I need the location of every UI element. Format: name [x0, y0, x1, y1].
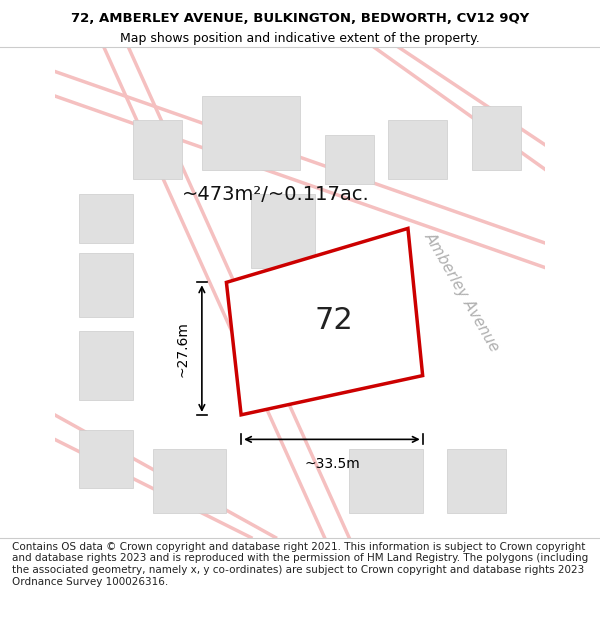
Polygon shape: [79, 194, 133, 243]
Polygon shape: [388, 121, 447, 179]
Text: Contains OS data © Crown copyright and database right 2021. This information is : Contains OS data © Crown copyright and d…: [12, 542, 588, 587]
Text: ~27.6m: ~27.6m: [176, 321, 190, 376]
Polygon shape: [79, 429, 133, 489]
Polygon shape: [325, 135, 374, 184]
Polygon shape: [349, 449, 422, 513]
Text: 72, AMBERLEY AVENUE, BULKINGTON, BEDWORTH, CV12 9QY: 72, AMBERLEY AVENUE, BULKINGTON, BEDWORT…: [71, 12, 529, 25]
Polygon shape: [226, 228, 422, 415]
Text: 72: 72: [315, 306, 354, 335]
Text: Map shows position and indicative extent of the property.: Map shows position and indicative extent…: [120, 32, 480, 45]
Polygon shape: [202, 96, 300, 169]
Polygon shape: [472, 106, 521, 169]
Text: ~33.5m: ~33.5m: [304, 456, 360, 471]
Polygon shape: [79, 331, 133, 400]
Polygon shape: [133, 121, 182, 179]
Polygon shape: [153, 449, 226, 513]
Polygon shape: [447, 449, 506, 513]
Text: ~473m²/~0.117ac.: ~473m²/~0.117ac.: [182, 184, 370, 204]
Polygon shape: [79, 253, 133, 317]
Polygon shape: [251, 194, 315, 268]
Text: Amberley Avenue: Amberley Avenue: [422, 230, 502, 354]
